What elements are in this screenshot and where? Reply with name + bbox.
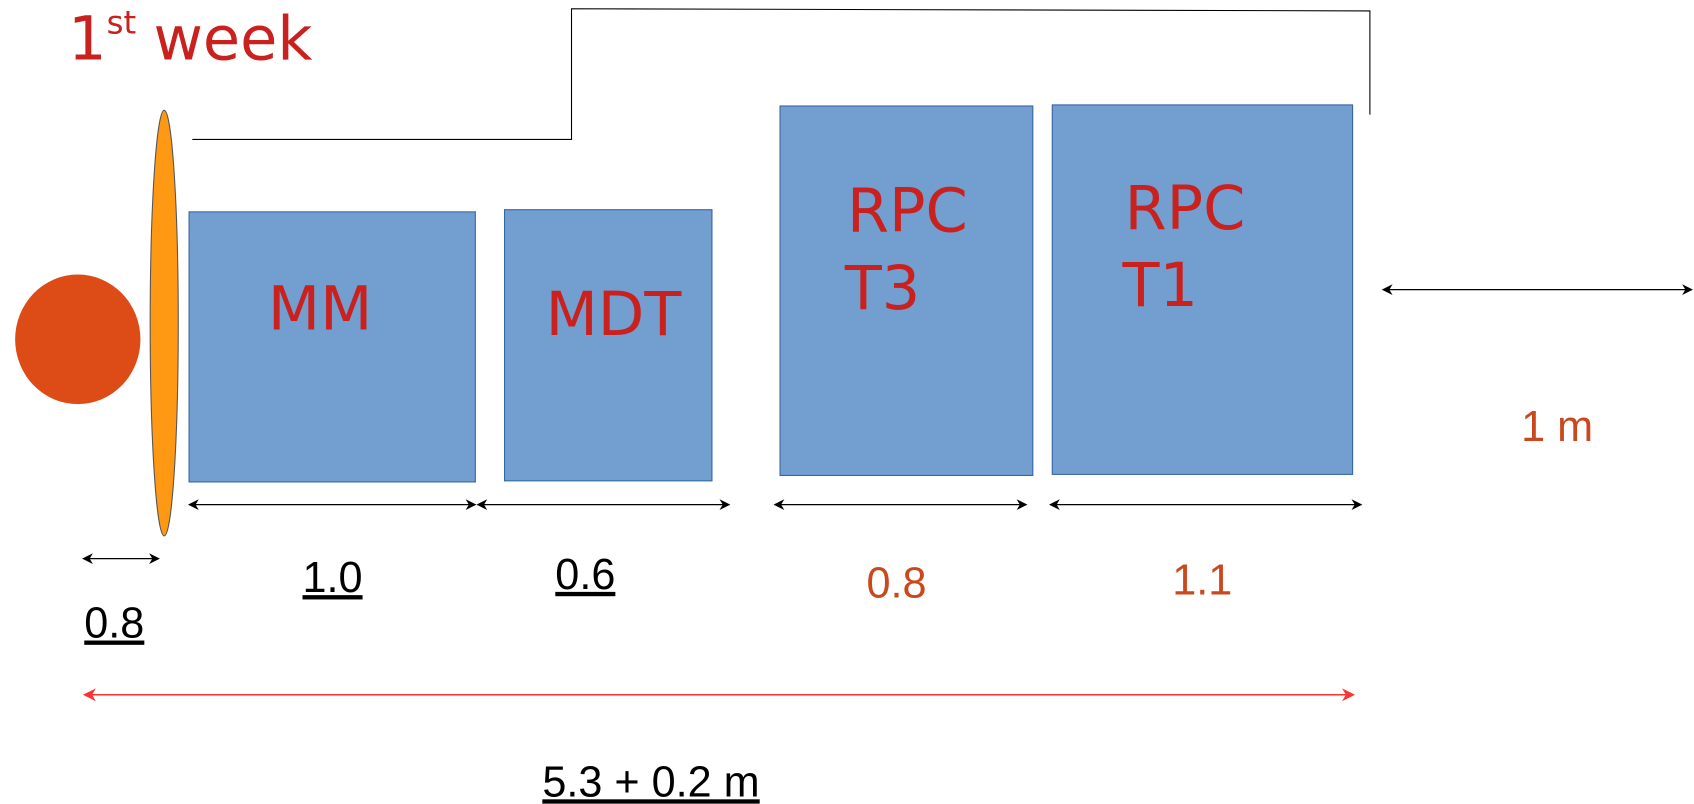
dim-label: 1.0 (302, 554, 362, 602)
box-label: T3 (844, 254, 920, 324)
dim-label: 1 m (1521, 403, 1593, 451)
title-suffix: st (107, 4, 137, 42)
dim-label: 0.8 (866, 560, 926, 608)
dim-label: 0.6 (555, 551, 615, 599)
title-number: 1 (68, 5, 106, 75)
box-label: MDT (546, 280, 683, 350)
total-label: 5.3 + 0.2 m (542, 758, 759, 804)
box-label: RPC (847, 176, 968, 246)
dim-label: 1.1 (1172, 556, 1232, 604)
rpc-t3-box (779, 105, 1034, 477)
dim-label: 0.8 (84, 600, 144, 648)
mm-box (188, 211, 476, 483)
box-label: MM (268, 275, 372, 345)
mdt-box (503, 209, 713, 482)
title-word: week (153, 5, 312, 75)
beam-spot (15, 274, 141, 405)
rpc-t1-box (1051, 104, 1354, 475)
layer (149, 109, 179, 537)
title: 1st week (68, 4, 312, 75)
box-label: T1 (1121, 251, 1197, 321)
box-label: RPC (1125, 174, 1246, 244)
bracket (192, 8, 1371, 141)
